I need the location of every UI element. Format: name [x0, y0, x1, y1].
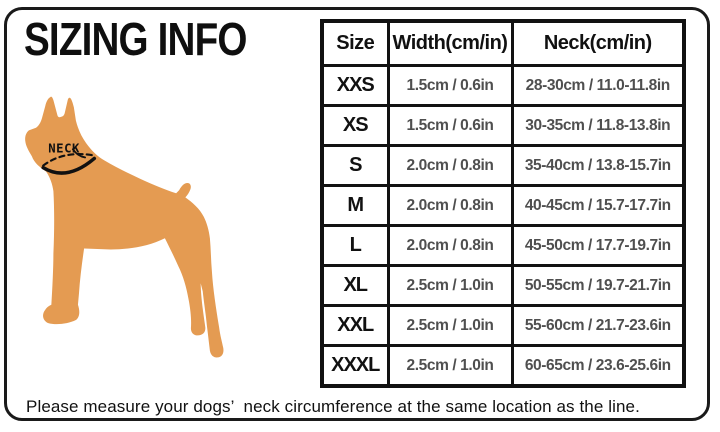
table-row: S 2.0cm / 0.8in 35-40cm / 13.8-15.7in [320, 144, 686, 187]
table-row: XL 2.5cm / 1.0in 50-55cm / 19.7-21.7in [320, 264, 686, 307]
table-row: XXS 1.5cm / 0.6in 28-30cm / 11.0-11.8in [320, 64, 686, 107]
collar-line-dashed [42, 153, 95, 167]
size-cell: XXXL [320, 344, 390, 388]
table-header-row: Size Width(cm/in) Neck(cm/in) [320, 19, 686, 67]
width-cell: 2.0cm / 0.8in [386, 184, 514, 227]
width-cell: 1.5cm / 0.6in [386, 64, 514, 107]
neck-cell: 28-30cm / 11.0-11.8in [510, 64, 686, 107]
size-cell: L [320, 224, 390, 267]
table-row: XXL 2.5cm / 1.0in 55-60cm / 21.7-23.6in [320, 304, 686, 347]
dog-silhouette [25, 96, 224, 358]
neck-pointer-line [71, 148, 87, 159]
table-row: XS 1.5cm / 0.6in 30-35cm / 11.8-13.8in [320, 104, 686, 147]
footer-note: Please measure your dogs’ neck circumfer… [26, 397, 640, 416]
width-cell: 2.5cm / 1.0in [386, 264, 514, 307]
col-header-neck: Neck(cm/in) [510, 19, 686, 67]
neck-cell: 55-60cm / 21.7-23.6in [510, 304, 686, 347]
neck-label: NECK [48, 141, 80, 155]
neck-cell: 40-45cm / 15.7-17.7in [510, 184, 686, 227]
width-cell: 1.5cm / 0.6in [386, 104, 514, 147]
size-cell: XXS [320, 64, 390, 107]
neck-cell: 35-40cm / 13.8-15.7in [510, 144, 686, 187]
width-cell: 2.0cm / 0.8in [386, 224, 514, 267]
neck-cell: 60-65cm / 23.6-25.6in [510, 344, 686, 388]
size-cell: S [320, 144, 390, 187]
size-cell: XXL [320, 304, 390, 347]
sizing-table: Size Width(cm/in) Neck(cm/in) XXS 1.5cm … [320, 19, 686, 388]
page-title: SIZING INFO [24, 13, 247, 65]
table-row: XXXL 2.5cm / 1.0in 60-65cm / 23.6-25.6in [320, 344, 686, 388]
width-cell: 2.5cm / 1.0in [386, 304, 514, 347]
width-cell: 2.0cm / 0.8in [386, 144, 514, 187]
col-header-size: Size [320, 19, 390, 67]
table-row: M 2.0cm / 0.8in 40-45cm / 15.7-17.7in [320, 184, 686, 227]
size-cell: XL [320, 264, 390, 307]
dog-diagram: NECK [22, 94, 228, 362]
size-cell: XS [320, 104, 390, 147]
collar-line-solid [41, 156, 97, 175]
table-row: L 2.0cm / 0.8in 45-50cm / 17.7-19.7in [320, 224, 686, 267]
neck-cell: 50-55cm / 19.7-21.7in [510, 264, 686, 307]
size-cell: M [320, 184, 390, 227]
col-header-width: Width(cm/in) [386, 19, 514, 67]
width-cell: 2.5cm / 1.0in [386, 344, 514, 388]
neck-cell: 30-35cm / 11.8-13.8in [510, 104, 686, 147]
neck-cell: 45-50cm / 17.7-19.7in [510, 224, 686, 267]
